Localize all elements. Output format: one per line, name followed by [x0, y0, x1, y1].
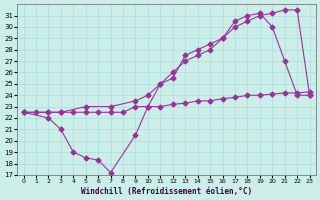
X-axis label: Windchill (Refroidissement éolien,°C): Windchill (Refroidissement éolien,°C) — [81, 187, 252, 196]
